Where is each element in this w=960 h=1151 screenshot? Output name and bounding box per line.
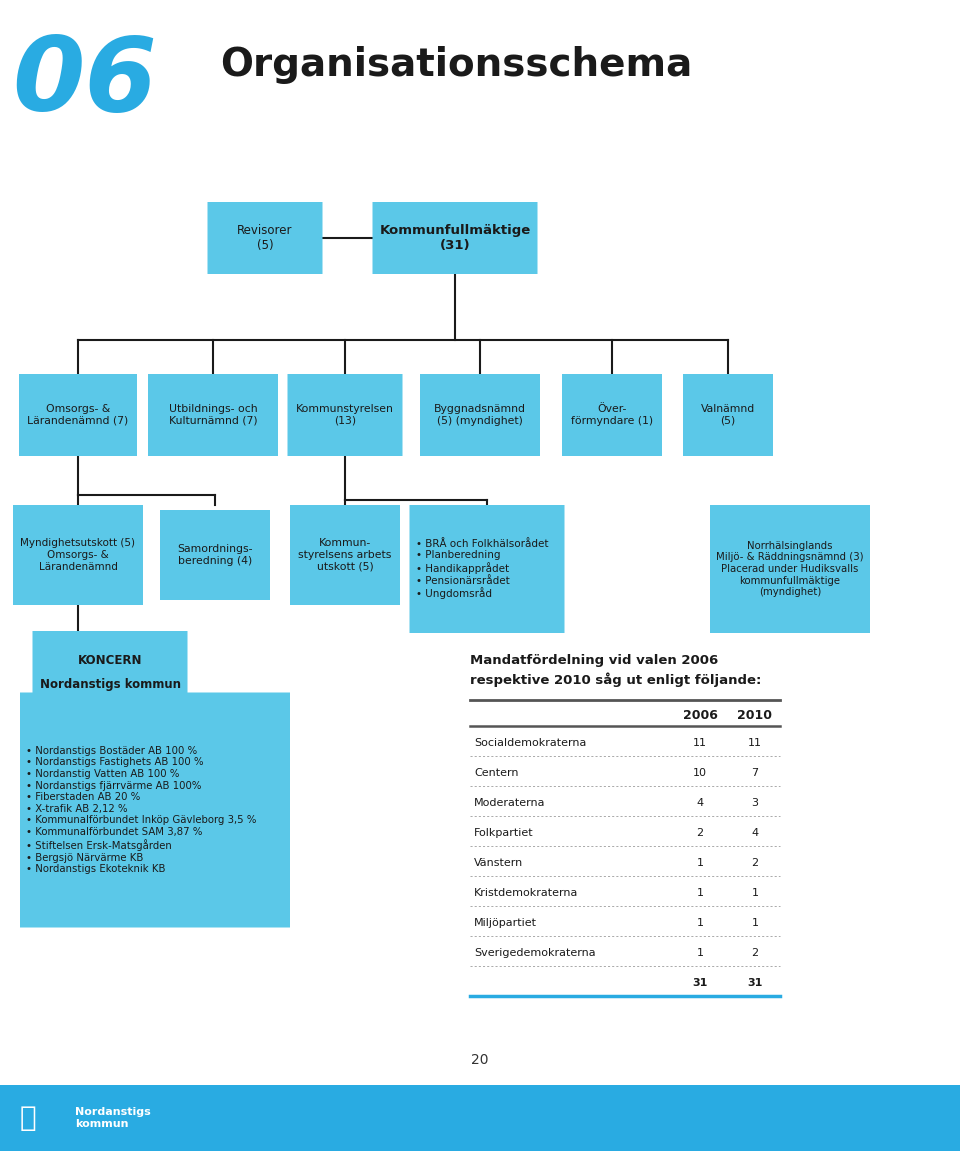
Text: Miljöpartiet: Miljöpartiet [474,917,537,928]
Text: Över-
förmyndare (1): Över- förmyndare (1) [571,404,653,426]
Text: 🐎: 🐎 [20,1104,36,1131]
Text: Samordnings-
beredning (4): Samordnings- beredning (4) [178,544,252,566]
Text: respektive 2010 såg ut enligt följande:: respektive 2010 såg ut enligt följande: [470,672,761,687]
Text: 11: 11 [748,738,762,747]
Text: 4: 4 [696,798,704,808]
Text: Vänstern: Vänstern [474,857,523,868]
Text: 11: 11 [693,738,707,747]
Bar [0,1085,960,1151]
Text: 1: 1 [697,917,704,928]
Text: KONCERN: KONCERN [78,654,142,668]
Text: 1: 1 [752,887,758,898]
Text: 1: 1 [697,947,704,958]
Text: Mandatfördelning vid valen 2006: Mandatfördelning vid valen 2006 [470,654,718,666]
Text: Socialdemokraterna: Socialdemokraterna [474,738,587,747]
FancyBboxPatch shape [683,374,773,456]
Text: Sverigedemokraterna: Sverigedemokraterna [474,947,595,958]
Text: Byggnadsnämnd
(5) (myndighet): Byggnadsnämnd (5) (myndighet) [434,404,526,426]
Text: 2006: 2006 [683,709,717,722]
Text: 7: 7 [752,768,758,777]
Text: 1: 1 [697,857,704,868]
Text: Organisationsschema: Organisationsschema [220,46,692,84]
Text: Utbildnings- och
Kulturnämnd (7): Utbildnings- och Kulturnämnd (7) [169,404,257,426]
Text: Centern: Centern [474,768,518,777]
Text: Omsorgs- &
Lärandenämnd (7): Omsorgs- & Lärandenämnd (7) [28,404,129,426]
Text: 20: 20 [471,1053,489,1067]
Text: 2: 2 [752,947,758,958]
FancyBboxPatch shape [290,505,400,605]
FancyBboxPatch shape [287,374,402,456]
Text: 1: 1 [752,917,758,928]
FancyBboxPatch shape [20,693,290,928]
Text: Myndighetsutskott (5)
Omsorgs- &
Lärandenämnd: Myndighetsutskott (5) Omsorgs- & Lärande… [20,539,135,572]
Text: 06: 06 [12,31,157,132]
FancyBboxPatch shape [562,374,662,456]
Text: 2010: 2010 [737,709,773,722]
Text: Revisorer
(5): Revisorer (5) [237,224,293,252]
FancyBboxPatch shape [207,201,323,274]
Text: 10: 10 [693,768,707,777]
Text: 31: 31 [692,977,708,988]
Text: Nordanstigs
kommun: Nordanstigs kommun [75,1107,151,1129]
Text: 4: 4 [752,828,758,838]
FancyBboxPatch shape [420,374,540,456]
Text: Norrhälsinglands
Miljö- & Räddningsnämnd (3)
Placerad under Hudiksvalls
kommunfu: Norrhälsinglands Miljö- & Räddningsnämnd… [716,541,864,597]
Text: 31: 31 [747,977,762,988]
Text: Folkpartiet: Folkpartiet [474,828,534,838]
Text: • Nordanstigs Bostäder AB 100 %
• Nordanstigs Fastighets AB 100 %
• Nordanstig V: • Nordanstigs Bostäder AB 100 % • Nordan… [26,746,256,874]
Text: Kommunstyrelsen
(13): Kommunstyrelsen (13) [296,404,394,426]
FancyBboxPatch shape [148,374,278,456]
Text: 3: 3 [752,798,758,808]
FancyBboxPatch shape [33,631,187,709]
Text: 1: 1 [697,887,704,898]
Text: Nordanstigs kommun: Nordanstigs kommun [39,678,180,691]
FancyBboxPatch shape [372,201,538,274]
FancyBboxPatch shape [410,505,564,633]
FancyBboxPatch shape [160,510,270,600]
Text: Valnämnd
(5): Valnämnd (5) [701,404,756,426]
FancyBboxPatch shape [19,374,137,456]
FancyBboxPatch shape [13,505,143,605]
Text: Kristdemokraterna: Kristdemokraterna [474,887,578,898]
FancyBboxPatch shape [710,505,870,633]
Text: 2: 2 [752,857,758,868]
Text: 2: 2 [696,828,704,838]
Text: Kommun-
styrelsens arbets
utskott (5): Kommun- styrelsens arbets utskott (5) [299,539,392,572]
Text: Kommunfullmäktige
(31): Kommunfullmäktige (31) [379,224,531,252]
Text: • BRÅ och Folkhälsorådet
• Planberedning
• Handikapprådet
• Pensionärsrådet
• Un: • BRÅ och Folkhälsorådet • Planberedning… [416,539,548,600]
Text: Moderaterna: Moderaterna [474,798,545,808]
